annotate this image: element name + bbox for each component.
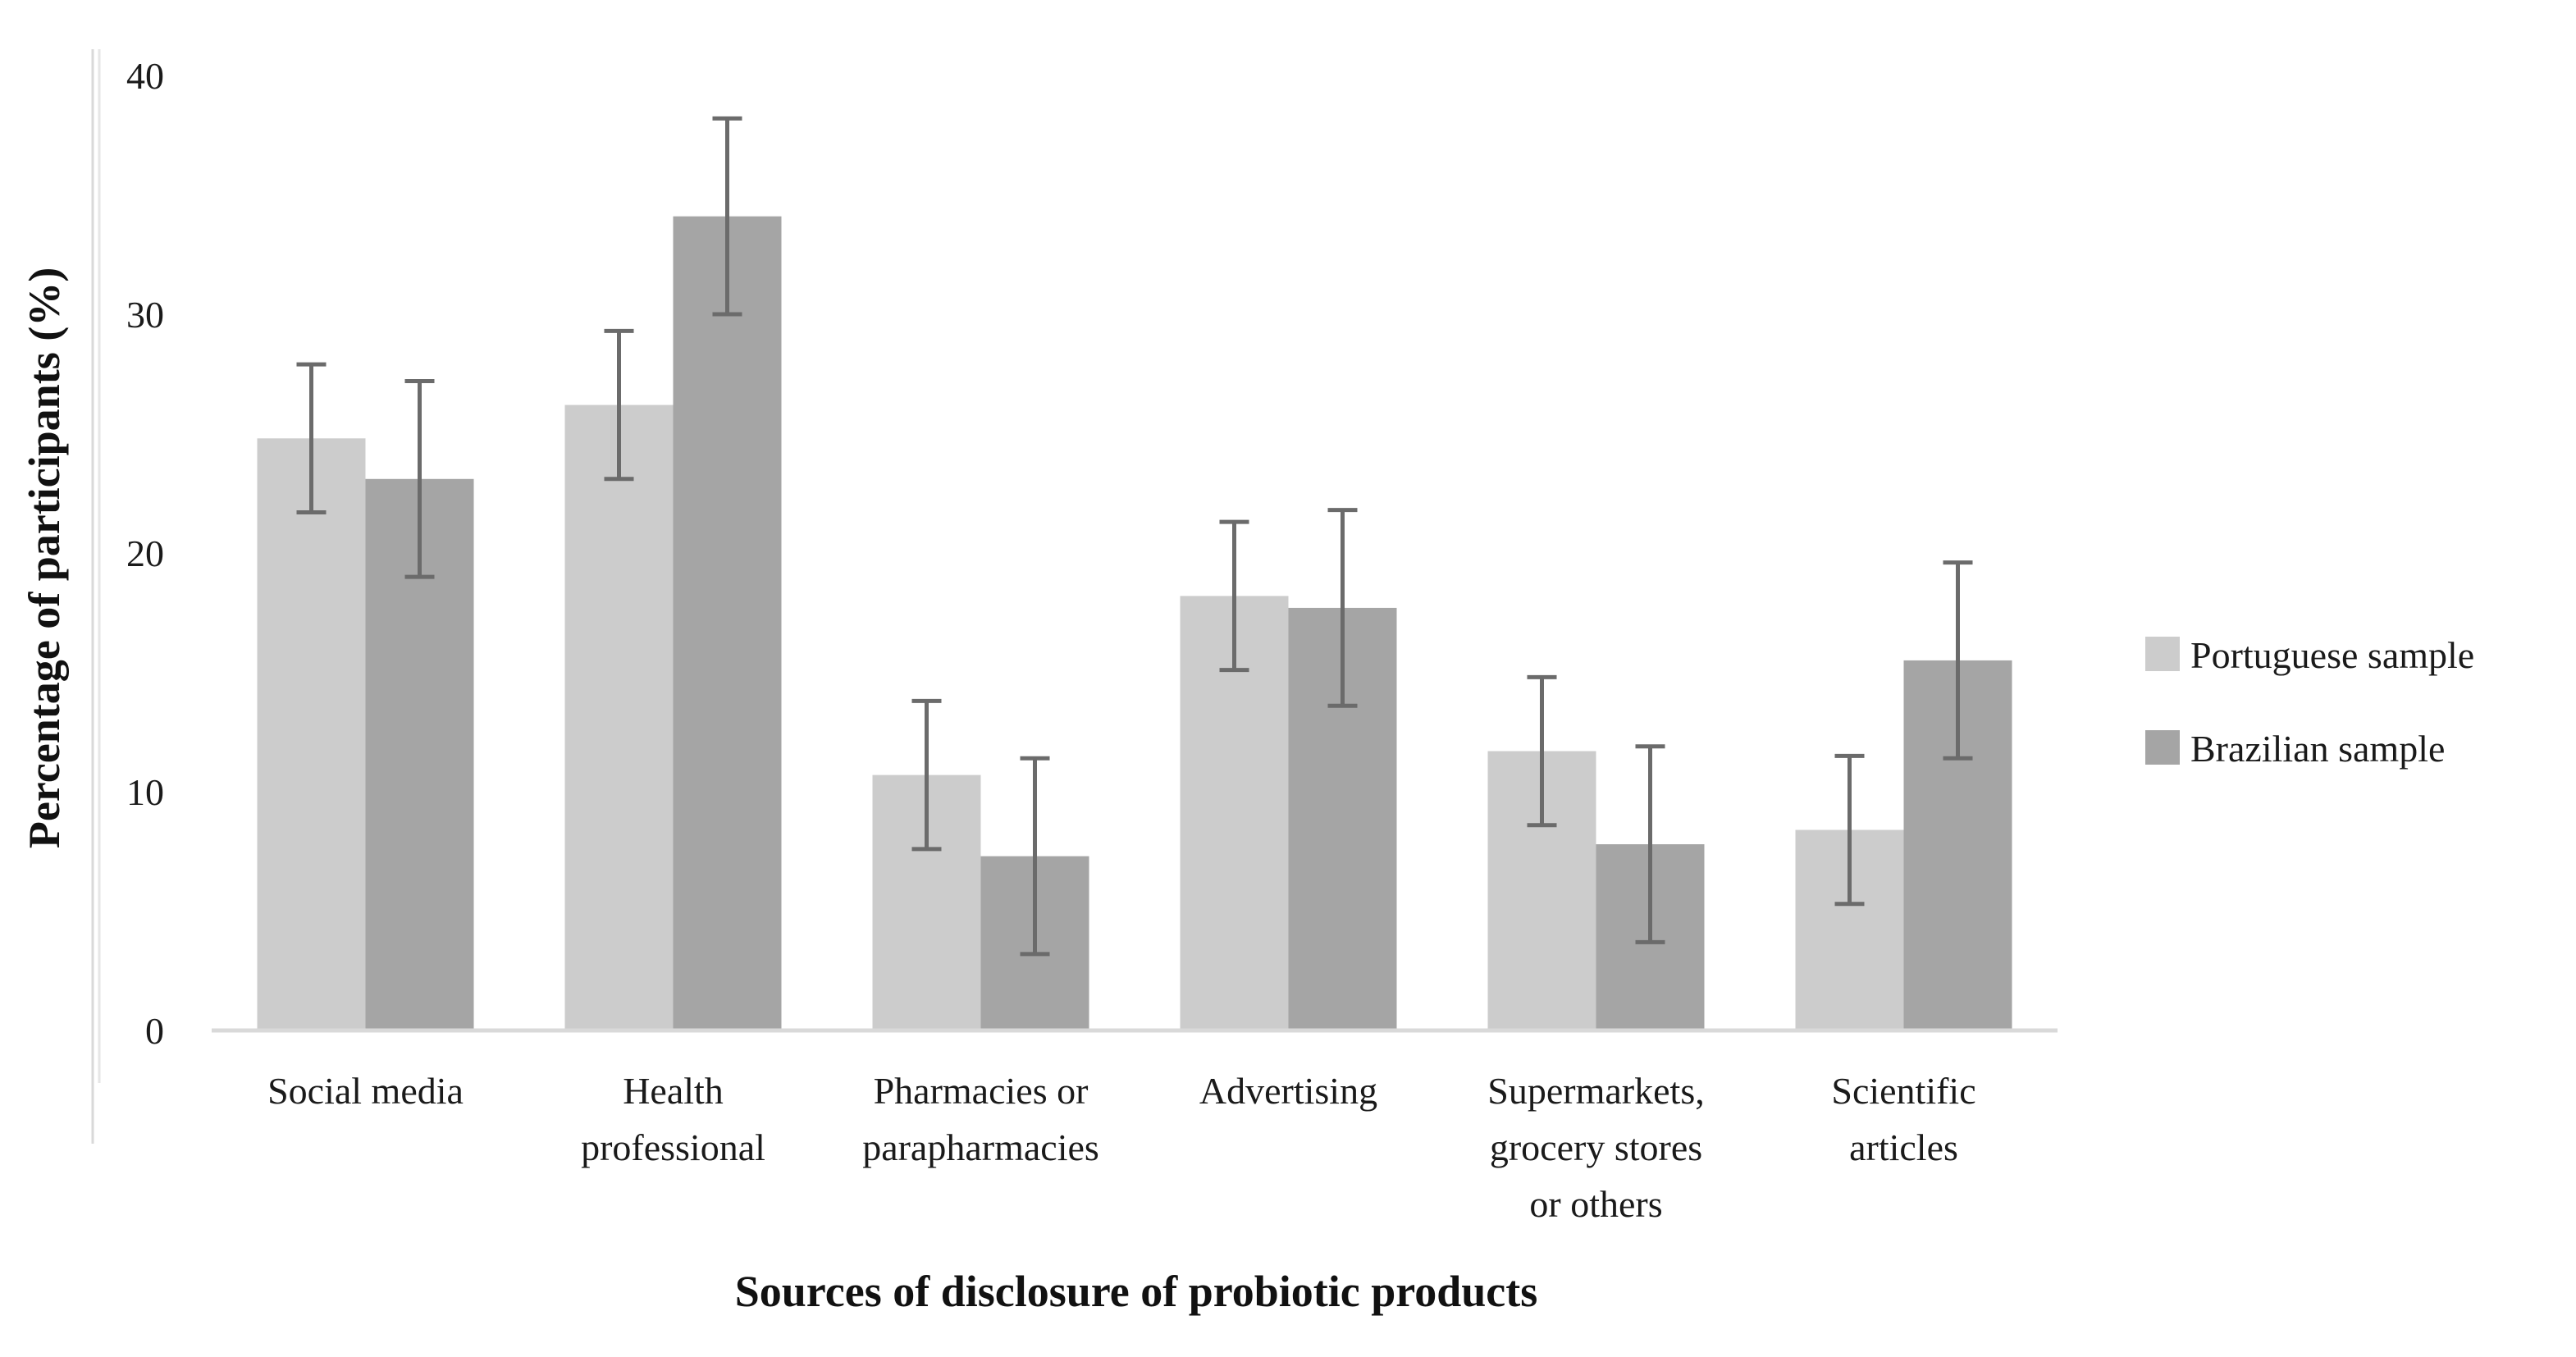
- legend-swatch-brazilian: [2145, 730, 2180, 765]
- bar-brazilian: [673, 216, 782, 1030]
- category-labels: Social media Health professional Pharmacies…: [267, 1070, 1976, 1225]
- y-tick-label: 0: [145, 1010, 164, 1052]
- x-axis-title: Sources of disclosure of probiotic produ…: [735, 1267, 1538, 1316]
- x-tick-label: Pharmacies or parapharmacies: [862, 1070, 1099, 1168]
- error-bars: [296, 116, 1973, 957]
- y-tick-label: 10: [126, 771, 164, 813]
- legend-swatch-portuguese: [2145, 637, 2180, 671]
- legend-label: Portuguese sample: [2190, 634, 2474, 676]
- y-axis-title: Percentage of participants (%): [20, 267, 69, 848]
- x-tick-label: Advertising: [1199, 1070, 1377, 1112]
- legend-label: Brazilian sample: [2190, 728, 2445, 770]
- x-tick-label: Scientific articles: [1831, 1070, 1975, 1168]
- y-tick-label: 40: [126, 55, 164, 97]
- y-tick-label: 20: [126, 532, 164, 574]
- x-tick-label: Health professional: [581, 1070, 765, 1168]
- bar-portuguese: [257, 438, 366, 1030]
- x-tick-label: Supermarkets, grocery stores or others: [1487, 1070, 1704, 1225]
- y-axis-ticks: 0 10 20 30 40: [126, 55, 164, 1052]
- y-tick-label: 30: [126, 294, 164, 336]
- x-tick-label: Social media: [267, 1070, 464, 1112]
- bar-portuguese: [564, 404, 674, 1031]
- bars: [257, 216, 2012, 1031]
- legend: Portuguese sample Brazilian sample: [2145, 634, 2474, 770]
